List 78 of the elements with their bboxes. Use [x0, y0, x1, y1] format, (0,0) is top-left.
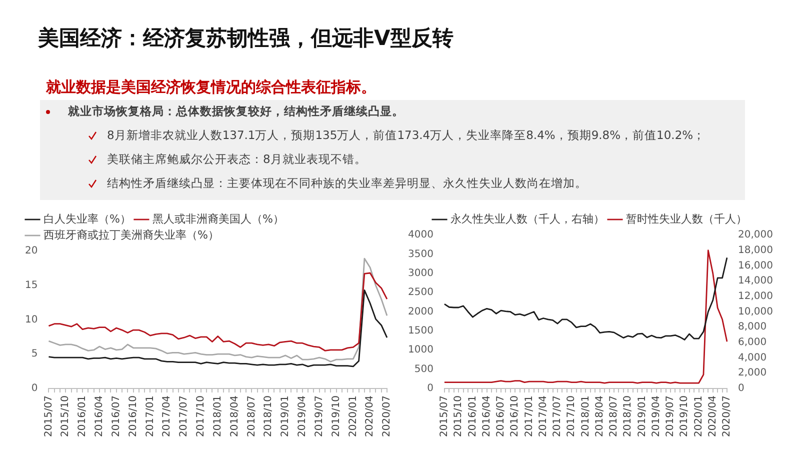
text: 结构性矛盾继续凸显：主要体现在不同种族的失业率差异明显、永久性失业人数尚在增加。 — [107, 176, 587, 191]
x-tick-label: 2019/04 — [297, 395, 308, 438]
x-tick-label: 2020/01 — [348, 395, 359, 438]
x-tick-label: 2016/01 — [77, 395, 88, 438]
y2-tick-label: 20,000 — [738, 230, 774, 241]
x-tick-label: 2017/10 — [566, 395, 578, 438]
x-tick-label: 2019/01 — [280, 395, 292, 438]
legend-label: 黑人或非洲裔美国人（%） — [152, 212, 284, 226]
y-tick-label: 2500 — [408, 287, 434, 298]
y-tick-label: 1000 — [408, 344, 434, 356]
x-tick-label: 2015/10 — [453, 395, 464, 438]
x-tick-label: 2020/07 — [382, 395, 393, 438]
y-tick-label: 3000 — [408, 268, 434, 279]
x-tick-label: 2019/10 — [679, 395, 690, 438]
y2-tick-label: 10,000 — [738, 306, 774, 318]
text: 美联储主席鲍威尔公开表态：8月就业表现不错。 — [107, 152, 366, 167]
x-tick-label: 2019/10 — [330, 395, 342, 438]
y-tick-label: 0 — [427, 383, 434, 394]
x-tick-label: 2016/04 — [481, 395, 492, 438]
x-tick-label: 2017/04 — [538, 395, 549, 438]
x-tick-label: 2016/10 — [510, 395, 521, 438]
x-tick-label: 2017/10 — [196, 395, 207, 438]
x-tick-label: 2020/07 — [722, 395, 733, 438]
x-tick-label: 2018/04 — [229, 395, 240, 438]
y-tick-label: 500 — [414, 364, 434, 375]
y2-tick-label: 6,000 — [738, 337, 767, 348]
x-tick-label: 2017/04 — [162, 395, 173, 438]
text: 就业市场恢复格局：总体数据恢复较好，结构性矛盾继续凸显。 — [68, 104, 404, 119]
x-tick-label: 2018/10 — [622, 395, 634, 438]
x-tick-label: 2019/07 — [314, 395, 325, 438]
y2-tick-label: 0 — [738, 383, 744, 394]
y2-tick-label: 12,000 — [738, 290, 774, 302]
y2-tick-label: 4,000 — [738, 352, 767, 364]
x-tick-label: 2015/07 — [43, 395, 54, 438]
text: 美国经济：经济复苏韧性强，但远非V型反转 — [38, 25, 454, 52]
legend-label: 永久性失业人数（千人，右轴） — [450, 212, 604, 226]
y2-tick-label: 14,000 — [738, 276, 774, 287]
y-tick-label: 20 — [24, 246, 38, 257]
y-tick-label: 5 — [31, 348, 38, 360]
x-tick-label: 2015/07 — [439, 395, 450, 438]
x-tick-label: 2018/01 — [580, 395, 592, 438]
y-tick-label: 1500 — [408, 326, 434, 337]
x-tick-label: 2016/07 — [110, 395, 122, 438]
x-tick-label: 2019/07 — [665, 395, 676, 438]
x-tick-label: 2017/01 — [524, 395, 535, 438]
x-tick-label: 2016/01 — [467, 395, 478, 438]
x-tick-label: 2018/07 — [608, 395, 620, 438]
y2-tick-label: 2,000 — [738, 368, 767, 379]
x-tick-label: 2015/10 — [60, 395, 72, 438]
x-tick-label: 2016/04 — [94, 395, 106, 438]
text: 8月新增非农就业人数137.1万人，预期135万人，前值173.4万人，失业率降至8.4%，预期9.8%，前值10.2%； — [107, 128, 706, 143]
x-tick-label: 2020/04 — [707, 395, 718, 438]
y2-tick-label: 16,000 — [738, 260, 774, 272]
x-tick-label: 2019/01 — [636, 395, 648, 438]
y2-tick-label: 18,000 — [738, 244, 774, 256]
y-tick-label: 0 — [31, 383, 38, 394]
y-tick-label: 10 — [24, 314, 38, 326]
x-tick-label: 2018/01 — [212, 395, 224, 438]
legend-label: 暂时性失业人数（千人） — [626, 212, 747, 226]
x-tick-label: 2018/07 — [246, 395, 258, 438]
x-tick-label: 2016/10 — [128, 395, 139, 438]
x-tick-label: 2019/04 — [650, 395, 662, 438]
y-tick-label: 4000 — [408, 230, 434, 241]
x-tick-label: 2020/01 — [693, 395, 704, 438]
x-tick-label: 2018/10 — [263, 395, 274, 438]
y-tick-label: 2000 — [408, 306, 434, 318]
x-tick-label: 2017/07 — [178, 395, 190, 438]
text: 就业数据是美国经济恢复情况的综合性表征指标。 — [46, 78, 376, 97]
legend-label: 西班牙裔或拉丁美洲裔失业率（%） — [44, 228, 219, 242]
y-tick-label: 3500 — [408, 248, 434, 260]
legend-label: 白人失业率（%） — [44, 212, 131, 226]
x-tick-label: 2018/04 — [594, 395, 606, 438]
x-tick-label: 2017/07 — [552, 395, 564, 438]
y2-tick-label: 8,000 — [738, 322, 767, 333]
y-tick-label: 15 — [24, 280, 38, 291]
x-tick-label: 2020/04 — [364, 395, 376, 438]
x-tick-label: 2016/07 — [496, 395, 507, 438]
x-tick-label: 2017/01 — [144, 395, 156, 438]
